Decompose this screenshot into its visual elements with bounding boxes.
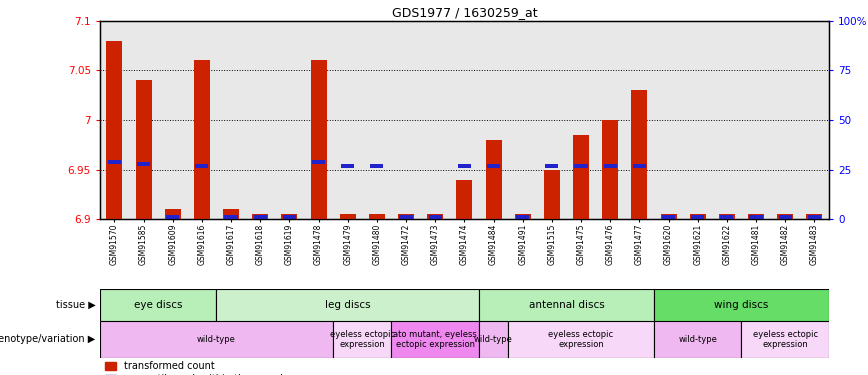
Text: eyeless ectopic
expression: eyeless ectopic expression: [330, 330, 395, 349]
Bar: [223, 210, 239, 219]
Bar: [107, 40, 122, 219]
Text: wild-type: wild-type: [474, 335, 513, 344]
Bar: [457, 180, 472, 219]
Bar: [479, 321, 508, 358]
Bar: [283, 215, 296, 219]
Bar: [427, 214, 444, 219]
Bar: [399, 215, 412, 219]
Bar: [575, 164, 588, 168]
Bar: [545, 164, 558, 168]
Bar: [779, 215, 792, 219]
Bar: [720, 215, 733, 219]
Bar: [281, 214, 298, 219]
Bar: [515, 214, 530, 219]
Bar: [508, 321, 654, 358]
Bar: [573, 135, 589, 219]
Bar: [137, 162, 150, 166]
Bar: [108, 160, 121, 164]
Bar: [690, 214, 706, 219]
Text: eyeless ectopic
expression: eyeless ectopic expression: [753, 330, 818, 349]
Bar: [516, 215, 529, 219]
Text: eyeless ectopic
expression: eyeless ectopic expression: [549, 330, 614, 349]
Bar: [195, 164, 208, 168]
Text: eye discs: eye discs: [134, 300, 182, 310]
Bar: [662, 215, 675, 219]
Text: wing discs: wing discs: [714, 300, 769, 310]
Legend: transformed count, percentile rank within the sample: transformed count, percentile rank withi…: [105, 361, 289, 375]
Bar: [166, 215, 180, 219]
Bar: [100, 321, 333, 358]
Bar: [398, 214, 414, 219]
Bar: [741, 321, 829, 358]
Bar: [341, 164, 354, 168]
Text: genotype/variation ▶: genotype/variation ▶: [0, 334, 95, 344]
Bar: [633, 164, 646, 168]
Bar: [429, 215, 442, 219]
Bar: [253, 214, 268, 219]
Bar: [749, 215, 763, 219]
Bar: [479, 289, 654, 321]
Bar: [661, 214, 676, 219]
Bar: [806, 214, 822, 219]
Bar: [602, 120, 618, 219]
Bar: [485, 140, 502, 219]
Bar: [719, 214, 735, 219]
Bar: [216, 289, 479, 321]
Text: wild-type: wild-type: [197, 335, 236, 344]
Title: GDS1977 / 1630259_at: GDS1977 / 1630259_at: [391, 6, 537, 20]
Bar: [654, 321, 741, 358]
Bar: [654, 289, 829, 321]
Text: leg discs: leg discs: [325, 300, 371, 310]
Text: tissue ▶: tissue ▶: [56, 300, 95, 310]
Bar: [603, 164, 617, 168]
Bar: [391, 321, 479, 358]
Bar: [165, 210, 181, 219]
Bar: [487, 164, 500, 168]
Bar: [691, 215, 704, 219]
Bar: [777, 214, 793, 219]
Bar: [369, 214, 385, 219]
Bar: [371, 164, 384, 168]
Bar: [748, 214, 764, 219]
Text: wild-type: wild-type: [678, 335, 717, 344]
Bar: [135, 80, 152, 219]
Bar: [457, 164, 471, 168]
Bar: [631, 90, 648, 219]
Bar: [339, 214, 356, 219]
Bar: [312, 160, 326, 164]
Text: ato mutant, eyeless
ectopic expression: ato mutant, eyeless ectopic expression: [393, 330, 477, 349]
Bar: [225, 215, 238, 219]
Bar: [194, 60, 210, 219]
Bar: [311, 60, 326, 219]
Bar: [808, 215, 821, 219]
Bar: [544, 170, 560, 219]
Bar: [100, 289, 216, 321]
Text: antennal discs: antennal discs: [529, 300, 604, 310]
Bar: [253, 215, 266, 219]
Bar: [333, 321, 391, 358]
